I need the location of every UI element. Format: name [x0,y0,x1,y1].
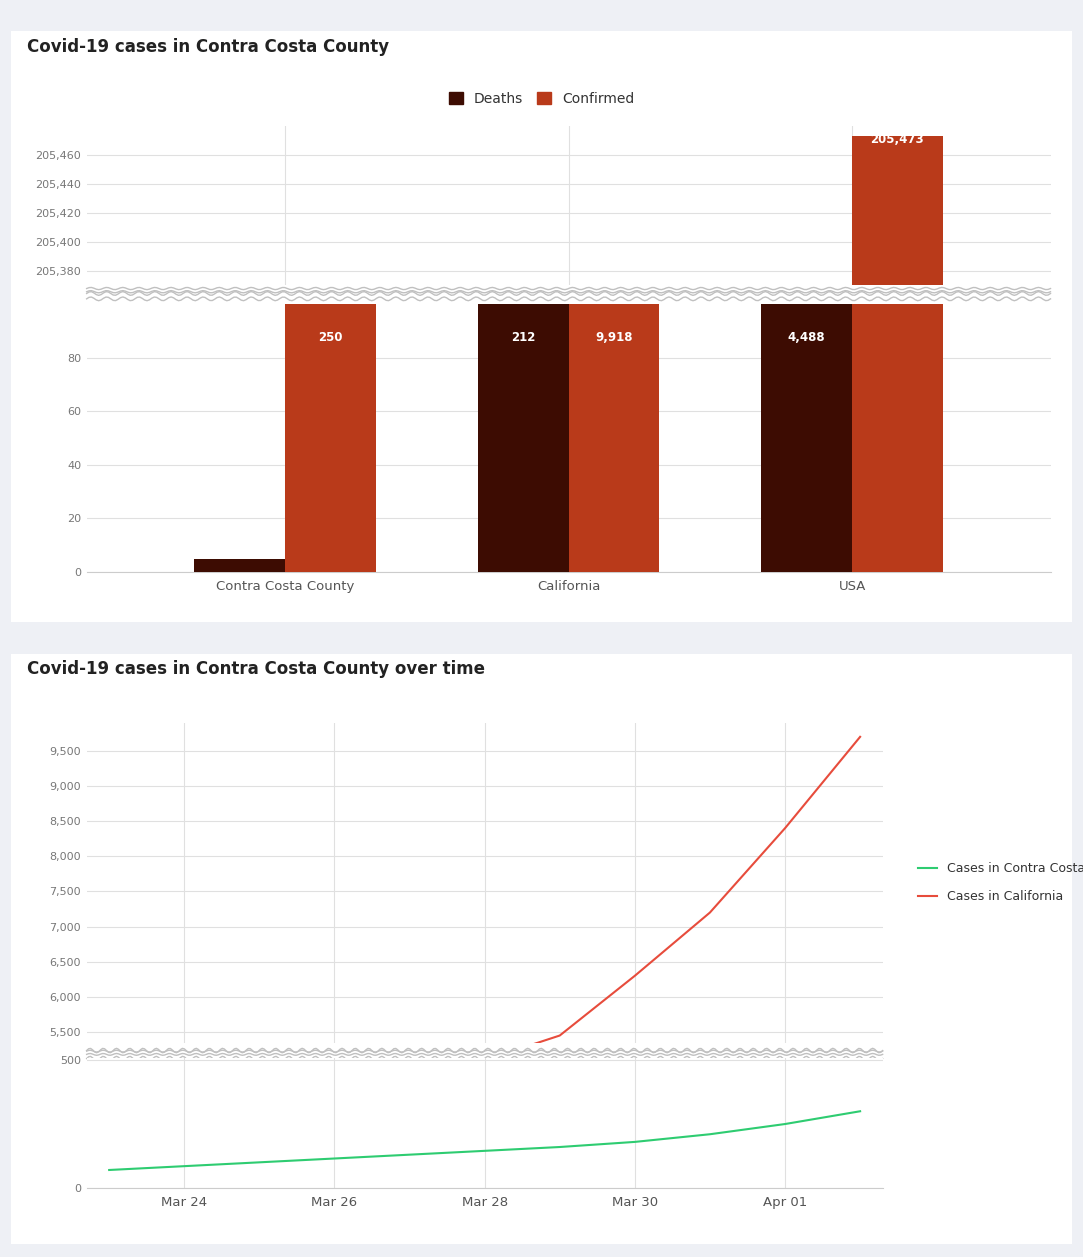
Legend: Deaths, Confirmed: Deaths, Confirmed [443,87,640,112]
Legend: Cases in Contra Costa County, Cases in California: Cases in Contra Costa County, Cases in C… [913,857,1083,908]
Text: 205,473: 205,473 [871,133,924,146]
Text: Covid-19 cases in Contra Costa County over time: Covid-19 cases in Contra Costa County ov… [27,660,485,678]
Bar [285,0,376,572]
Text: 212: 212 [511,331,535,344]
Text: 4,488: 4,488 [788,331,825,344]
Bar [194,558,285,572]
Bar [569,0,660,572]
Bar [478,4,569,572]
Bar [852,136,943,1257]
Bar [761,0,852,572]
Text: Covid-19 cases in Contra Costa County: Covid-19 cases in Contra Costa County [27,38,389,55]
Text: 9,918: 9,918 [596,331,632,344]
Text: 250: 250 [318,331,342,344]
Bar [852,0,943,572]
